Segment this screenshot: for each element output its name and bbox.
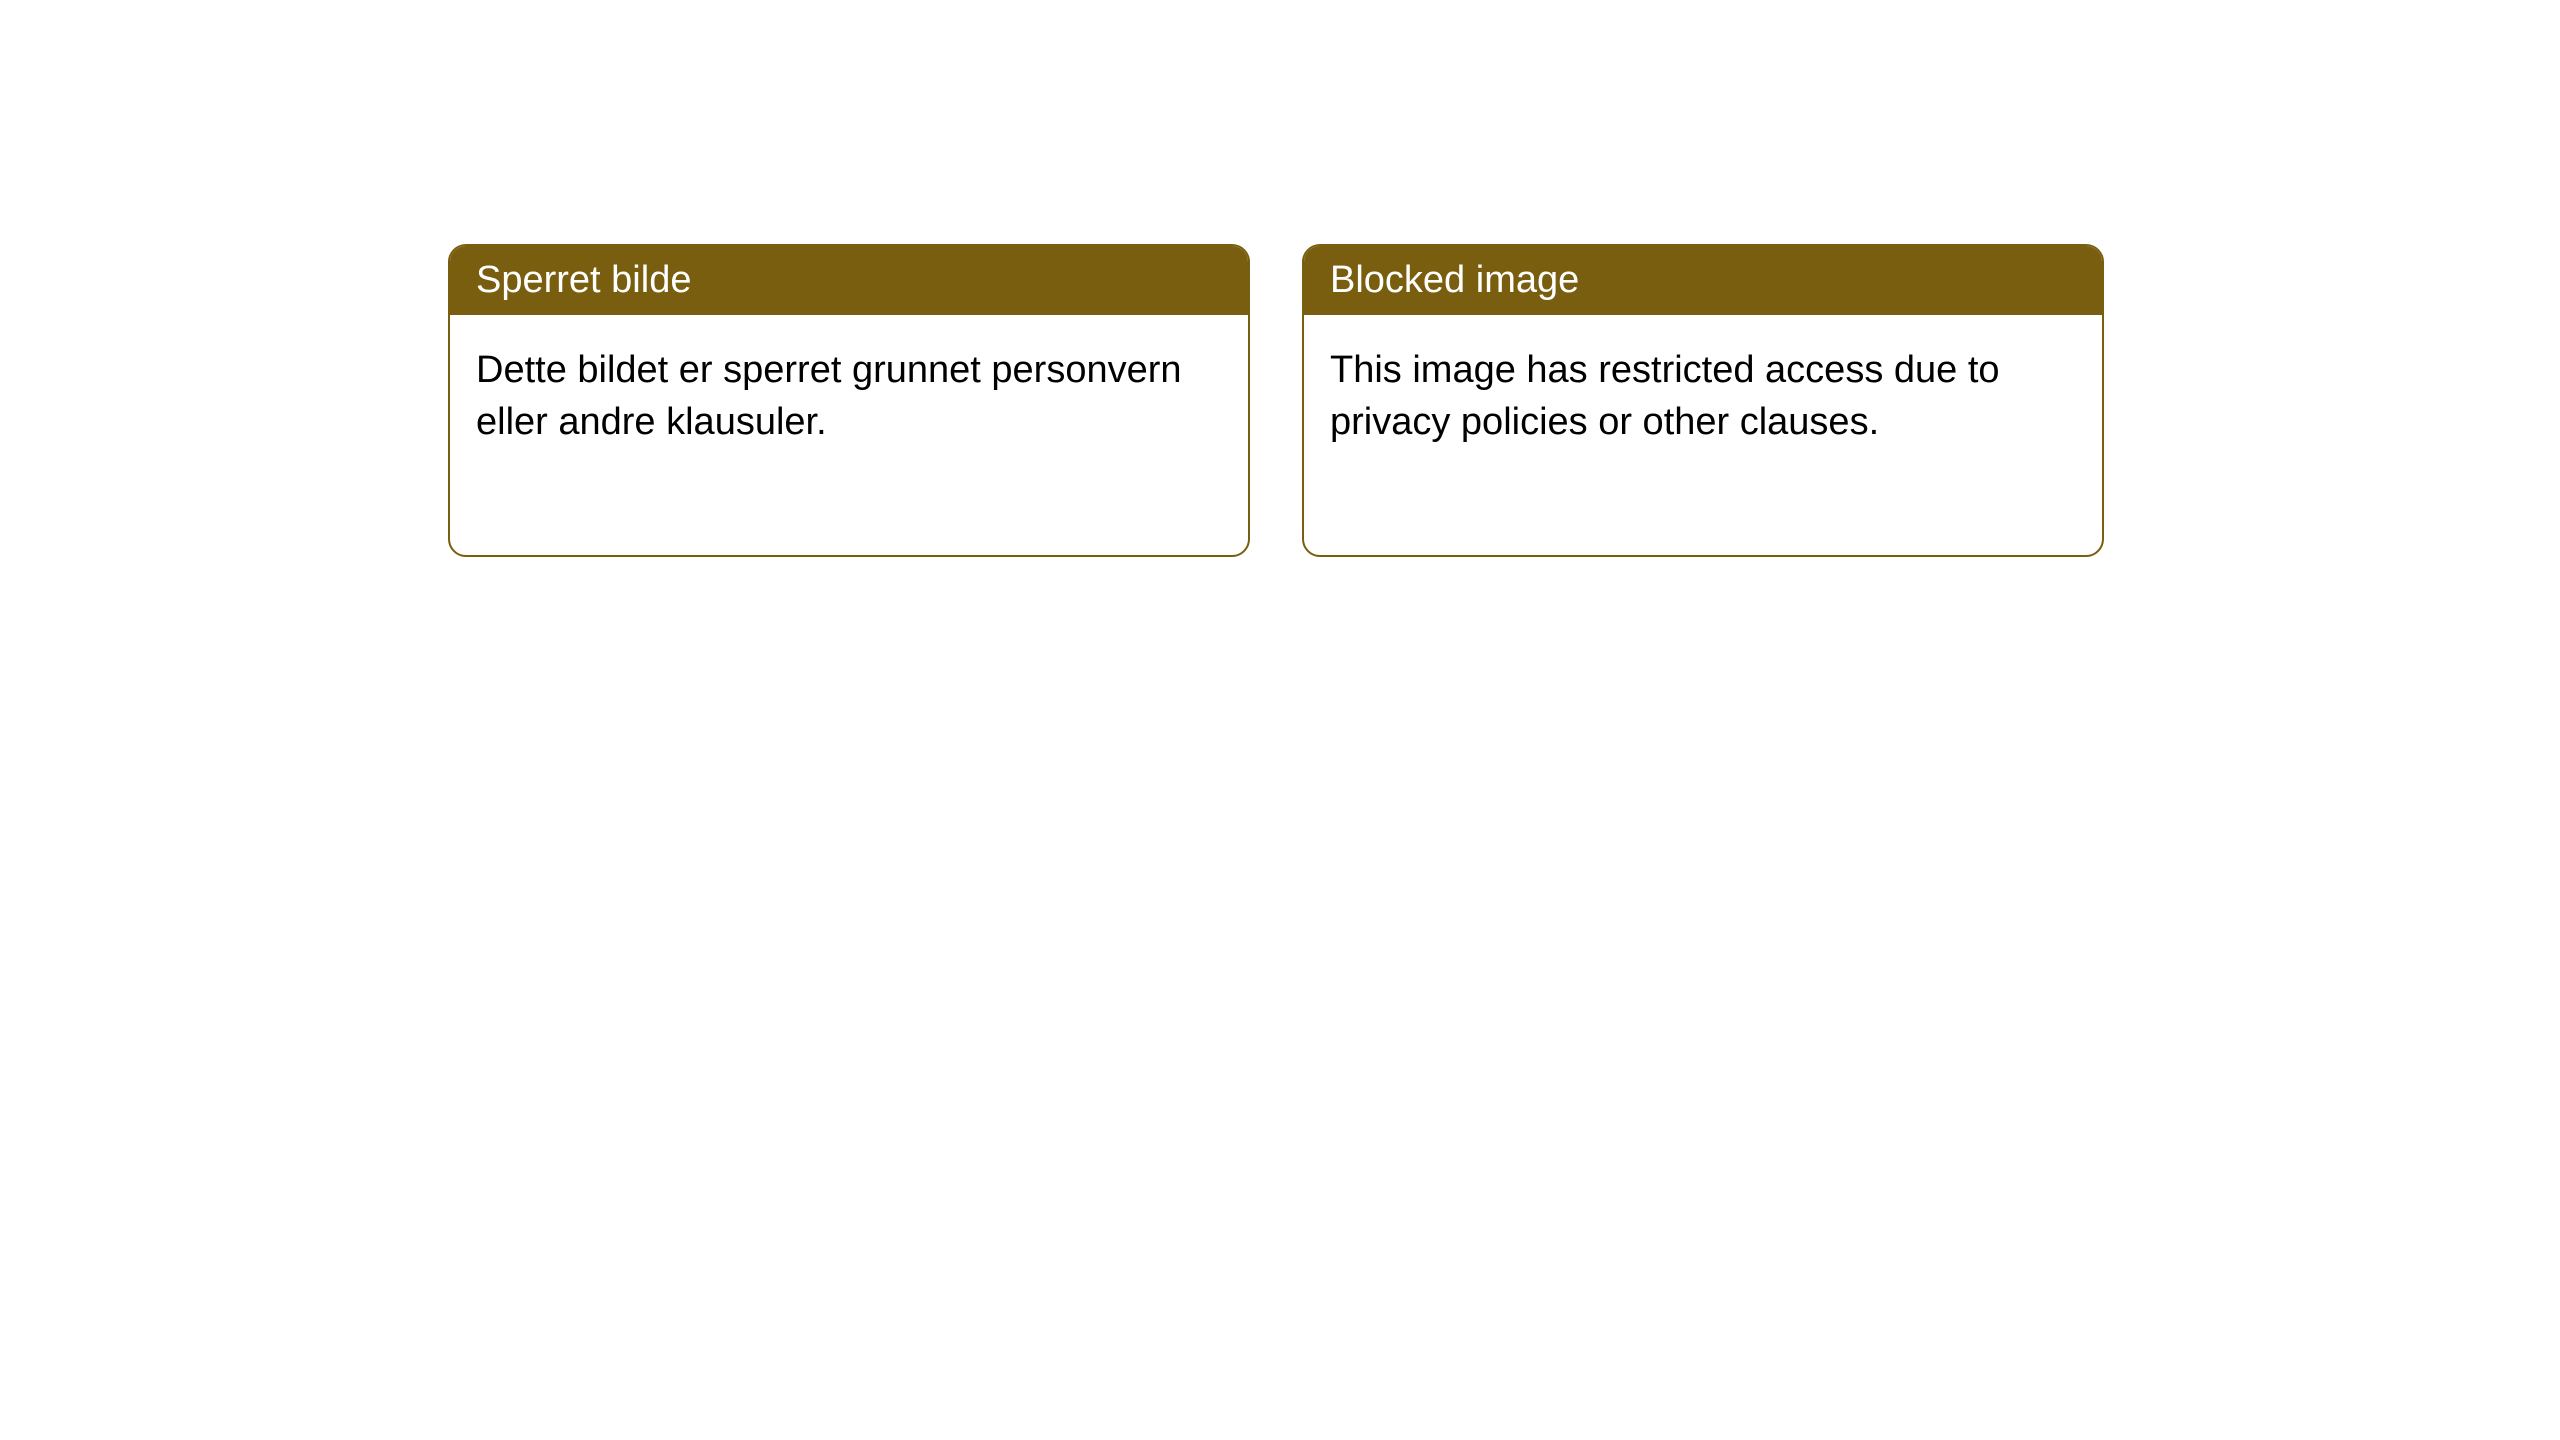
notice-body: Dette bildet er sperret grunnet personve… bbox=[450, 315, 1248, 555]
notice-card-english: Blocked image This image has restricted … bbox=[1302, 244, 2104, 557]
notice-card-norwegian: Sperret bilde Dette bildet er sperret gr… bbox=[448, 244, 1250, 557]
notice-header: Sperret bilde bbox=[450, 246, 1248, 315]
notice-header: Blocked image bbox=[1304, 246, 2102, 315]
notice-container: Sperret bilde Dette bildet er sperret gr… bbox=[0, 0, 2560, 557]
notice-body: This image has restricted access due to … bbox=[1304, 315, 2102, 555]
